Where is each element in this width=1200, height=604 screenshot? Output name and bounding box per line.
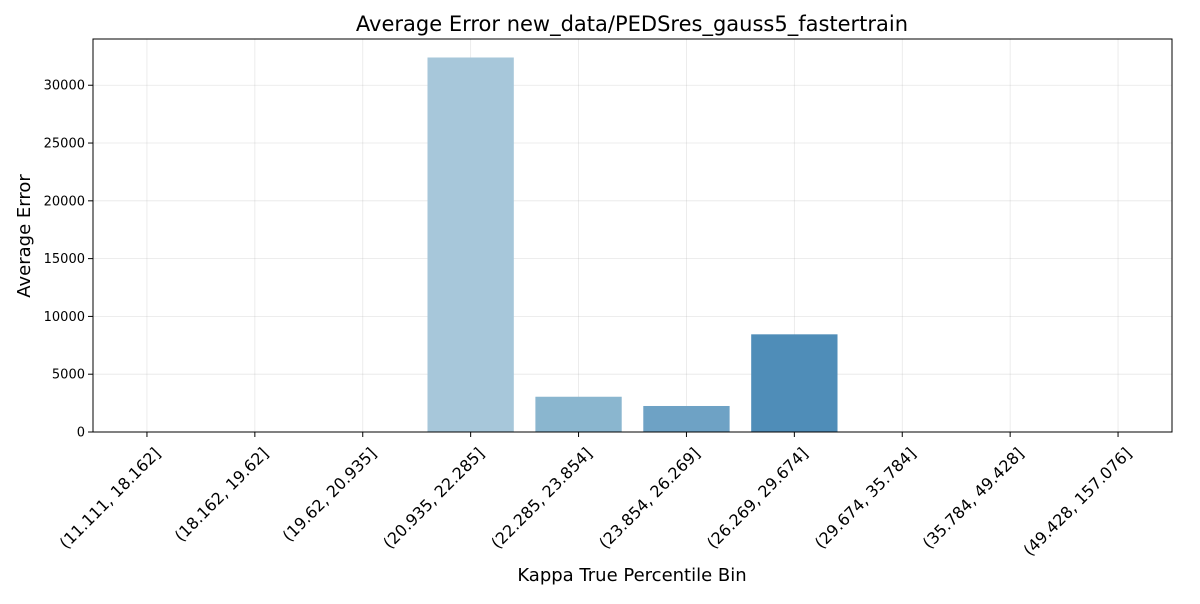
bar-layer xyxy=(427,57,838,433)
x-tick-label: (20.935, 22.285] xyxy=(379,444,488,553)
bar xyxy=(751,334,838,432)
x-tick-label: (35.784, 49.428] xyxy=(919,444,1028,553)
y-tick-label: 30000 xyxy=(44,79,85,94)
x-tick-label: (49.428, 157.076] xyxy=(1020,444,1136,560)
chart-title: Average Error new_data/PEDSres_gauss5_fa… xyxy=(356,12,908,37)
x-tick-label: (26.269, 29.674] xyxy=(703,444,812,553)
x-tick-label: (22.285, 23.854] xyxy=(487,444,596,553)
y-tick-label: 20000 xyxy=(44,194,85,209)
y-tick-label: 15000 xyxy=(44,252,85,267)
x-tick-label: (18.162, 19.62] xyxy=(171,444,272,545)
y-tick-label: 0 xyxy=(77,426,85,441)
y-tick-label: 10000 xyxy=(44,310,85,325)
y-tick-label: 25000 xyxy=(44,137,85,152)
bar xyxy=(535,396,622,432)
bar xyxy=(427,57,514,433)
plot-frame xyxy=(92,38,1173,433)
y-axis-label: Average Error xyxy=(14,174,35,298)
x-tick-label: (19.62, 20.935] xyxy=(279,444,380,545)
y-tick-label: 5000 xyxy=(52,368,85,383)
x-tick-label: (23.854, 26.269] xyxy=(595,444,704,553)
bar xyxy=(643,405,730,432)
x-tick-label: (11.111, 18.162] xyxy=(56,444,165,553)
grid-layer xyxy=(93,39,1172,433)
y-axis: 0 5000 10000 15000 20000 25000 30000 xyxy=(44,79,93,441)
x-axis: (11.111, 18.162] (18.162, 19.62] (19.62, 2… xyxy=(56,432,1136,560)
x-tick-label: (29.674, 35.784] xyxy=(811,444,920,553)
x-axis-label: Kappa True Percentile Bin xyxy=(517,565,746,586)
